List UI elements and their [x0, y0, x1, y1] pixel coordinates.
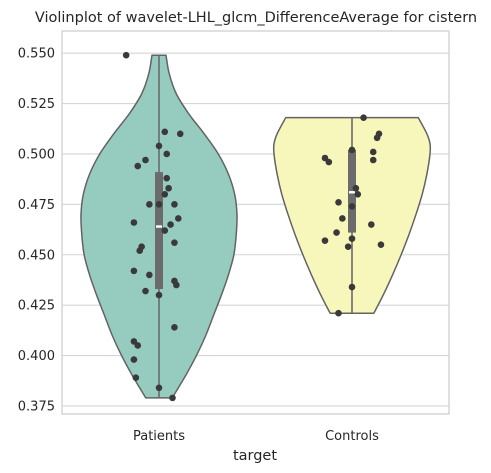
median-marker-controls: [349, 191, 355, 194]
strip-points: [122, 51, 385, 402]
data-point: [348, 235, 356, 242]
data-point: [161, 190, 169, 198]
data-point: [155, 201, 163, 208]
data-point: [142, 156, 149, 164]
y-tick-labels: 0.375 0.400 0.425 0.450 0.475 0.500 0.525 0.550: [18, 47, 55, 415]
data-point: [321, 237, 329, 244]
data-point: [132, 374, 140, 382]
data-point: [165, 184, 172, 192]
data-point: [161, 128, 169, 136]
data-point: [167, 221, 174, 228]
y-tick-label: 0.500: [18, 147, 55, 162]
data-point: [377, 241, 385, 248]
median-marker-patients: [156, 225, 162, 228]
data-point: [136, 247, 143, 255]
data-point: [171, 201, 178, 208]
data-point: [122, 51, 130, 59]
data-point: [369, 156, 377, 164]
chart-title: Violinplot of wavelet-LHL_glcm_Differenc…: [35, 10, 477, 26]
violins: [80, 54, 432, 399]
y-tick-label: 0.550: [18, 47, 55, 62]
data-point: [175, 215, 182, 222]
data-point: [348, 283, 356, 291]
x-tick-label-patients: Patients: [133, 429, 185, 444]
x-axis-title: target: [233, 448, 277, 464]
y-tick-label: 0.450: [18, 248, 55, 263]
data-point: [173, 281, 180, 289]
data-point: [335, 309, 342, 317]
data-point: [155, 291, 163, 299]
data-point: [333, 229, 340, 236]
data-point: [146, 201, 153, 208]
y-tick-label: 0.425: [18, 299, 55, 314]
data-point: [339, 215, 346, 222]
data-point: [171, 239, 178, 246]
data-point: [348, 146, 356, 154]
data-point: [163, 150, 171, 158]
data-point: [369, 148, 377, 156]
data-point: [352, 184, 360, 192]
data-point: [161, 227, 169, 234]
data-point: [360, 114, 367, 121]
data-point: [155, 384, 163, 392]
data-point: [146, 271, 153, 279]
data-point: [171, 324, 178, 331]
data-point: [325, 158, 333, 166]
data-point: [368, 221, 375, 228]
axes-frame: [61, 30, 450, 415]
data-point: [130, 219, 138, 226]
data-point: [176, 130, 184, 138]
y-tick-label: 0.375: [18, 399, 55, 414]
data-point: [134, 342, 142, 349]
data-point: [169, 394, 176, 402]
data-point: [134, 162, 142, 170]
data-point: [373, 134, 381, 142]
x-tick-label-controls: Controls: [325, 429, 379, 444]
y-tick-label: 0.400: [18, 349, 55, 364]
iqr-box-patients: [155, 172, 163, 290]
y-tick-label: 0.525: [18, 97, 55, 112]
data-point: [335, 199, 342, 206]
x-tick-labels: Patients Controls: [133, 429, 379, 444]
data-point: [344, 243, 352, 250]
data-point: [142, 287, 149, 295]
data-point: [130, 267, 138, 275]
data-point: [163, 174, 171, 182]
data-point: [354, 190, 362, 198]
data-point: [348, 203, 356, 210]
data-point: [130, 356, 138, 363]
y-tick-label: 0.475: [18, 198, 55, 213]
data-point: [155, 142, 163, 150]
